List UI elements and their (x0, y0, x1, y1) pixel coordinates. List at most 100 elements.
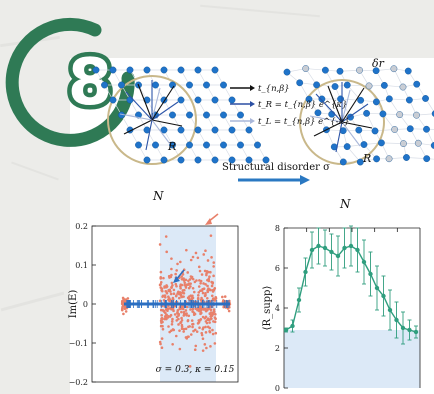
data-point (290, 323, 295, 329)
scatter-point (209, 270, 212, 274)
scatter-point (183, 283, 187, 287)
scatter-point (182, 291, 186, 295)
scatter-point (185, 305, 189, 309)
lattice-site (186, 111, 193, 119)
scatter-point (199, 311, 203, 315)
scatter-point (158, 340, 162, 344)
scatter-point (159, 280, 163, 284)
scatter-point (164, 235, 168, 238)
scatter-point (201, 337, 205, 341)
lattice-site (152, 81, 159, 89)
legend-item-1: t_{n,β} (258, 84, 290, 94)
lattice-site (379, 110, 387, 118)
lattice-site (356, 66, 363, 74)
scatter-point (159, 308, 163, 312)
scatter-point (208, 330, 212, 334)
scatter-point (206, 278, 209, 282)
lattice-site (331, 83, 339, 90)
scatter-point (170, 322, 174, 326)
scatter-point (176, 308, 180, 312)
scatter-point (126, 297, 130, 300)
scatter-point (201, 349, 205, 352)
scatter-point (195, 279, 198, 282)
scatter-point (209, 234, 213, 237)
scatter-point (209, 315, 213, 318)
scatter-point (171, 296, 175, 300)
scatter-point (170, 285, 173, 289)
scatter-point (200, 331, 204, 335)
lattice-site (372, 67, 380, 75)
scatter-point (170, 308, 173, 311)
scatter-point (177, 296, 181, 300)
lattice-site (262, 156, 270, 164)
scatter-point (184, 309, 188, 312)
lattice-site (203, 81, 210, 89)
lattice-site (143, 156, 151, 164)
lattice-site (296, 79, 304, 87)
lattice-site (152, 141, 159, 149)
lattice-left-label: N (152, 189, 164, 203)
scatter-point (170, 257, 173, 260)
scatter-point (159, 319, 163, 323)
chart-rsupp: 8 6 4 2 0 ⟨R_supp⟩ (262, 224, 421, 393)
lattice-site (245, 156, 253, 164)
lattice-site (413, 80, 421, 88)
scatter-point (180, 310, 183, 314)
scatter-point (168, 330, 171, 334)
lattice-site (405, 96, 413, 104)
lattice-site (321, 66, 329, 74)
scatter-point (196, 294, 200, 297)
scatter-point (211, 328, 214, 332)
lattice-site (372, 98, 380, 106)
scatter-point (180, 323, 184, 327)
scatter-point (190, 319, 194, 322)
scatter-point (194, 251, 198, 255)
lattice-site (143, 66, 151, 74)
data-point (348, 243, 354, 249)
scatter-point (168, 288, 172, 292)
scatter-point (210, 284, 214, 288)
lattice-site (211, 126, 219, 134)
lattice-site (363, 109, 370, 117)
scatter-point (207, 270, 210, 274)
scatter-point (174, 294, 178, 298)
lattice-site (339, 158, 347, 166)
lattice-site (245, 126, 253, 134)
scatter-point (179, 320, 183, 324)
lattice-right (283, 65, 434, 166)
badge: 8 (5, 17, 135, 147)
scatter-point (165, 250, 168, 254)
scatter-point (171, 342, 174, 346)
hopping-vector (123, 119, 153, 135)
lattice-site (177, 66, 185, 74)
scatter-point (195, 330, 199, 333)
scatter-point (213, 342, 217, 345)
scatter-point (184, 278, 188, 282)
scatter-point (177, 312, 181, 316)
scatter-point (194, 344, 198, 348)
scatter-point (210, 256, 213, 259)
hopping-vector (309, 115, 343, 123)
scatter-point (167, 296, 171, 300)
scatter-point (202, 326, 205, 329)
lattice-site (160, 66, 168, 74)
lattice-site (302, 65, 310, 72)
scatter-point (203, 343, 207, 346)
scatter-point (192, 290, 196, 294)
chart-annotation: σ = 0.3, κ = 0.15 (156, 365, 235, 375)
scatter-point (170, 281, 174, 285)
lattice-site (380, 81, 388, 89)
lattice-site (177, 96, 185, 104)
scatter-point (121, 301, 124, 305)
scatter-point (180, 277, 184, 281)
lattice-site (237, 141, 244, 149)
scatter-point (169, 292, 173, 296)
scatter-point (173, 304, 177, 308)
lattice-bond (393, 68, 404, 88)
hopping-vector (313, 121, 343, 137)
scatter-point (185, 248, 188, 252)
scatter-point (198, 326, 201, 330)
scatter-point (180, 316, 183, 320)
scatter-point (175, 315, 179, 319)
scatter-point (202, 282, 205, 285)
